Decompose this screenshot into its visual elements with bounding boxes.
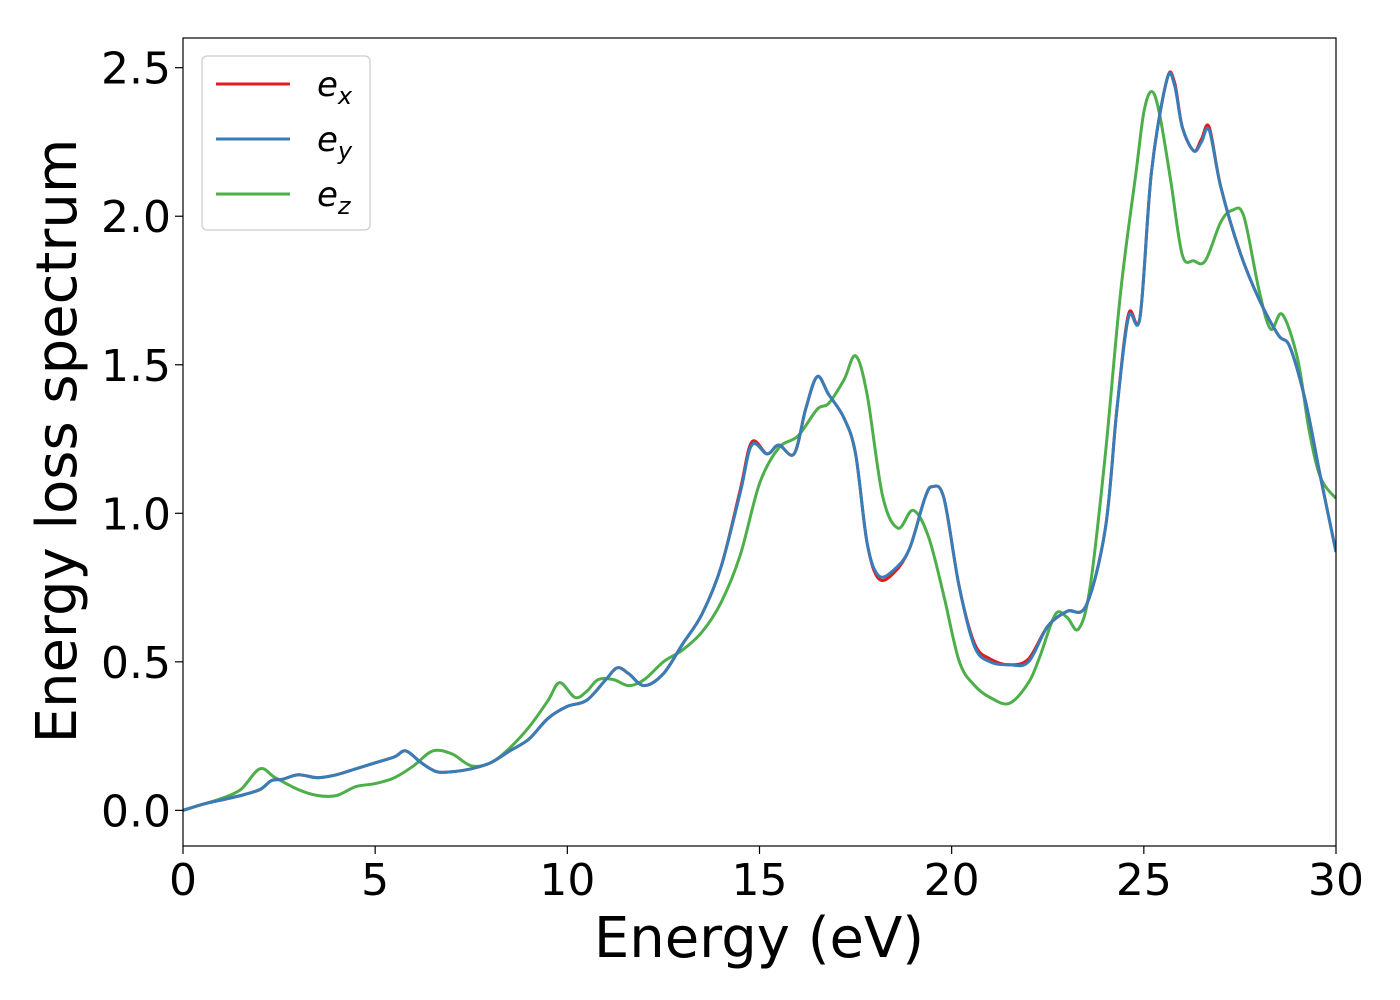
y-tick-label: 1.0 [101,489,171,540]
legend-label-e_z: ez [317,175,352,220]
x-tick-label: 5 [361,855,389,906]
x-tick-label: 30 [1308,855,1364,906]
plot-area [183,70,1336,812]
y-tick-label: 2.0 [101,192,171,243]
x-tick-label: 10 [539,855,595,906]
y-tick-label: 0.0 [101,786,171,837]
legend-label-e_x: ex [317,65,353,110]
x-axis-title: Energy (eV) [594,906,924,971]
y-axis-title: Energy loss spectrum [25,139,90,744]
x-tick-label: 25 [1116,855,1172,906]
y-tick-label: 2.5 [101,44,171,95]
y-tick-label: 0.5 [101,638,171,689]
x-tick-label: 20 [924,855,980,906]
series-line-e_z [183,90,1336,812]
series-line-e_y [183,71,1336,812]
x-tick-label: 15 [732,855,788,906]
axes: 0 5 10 15 20 25 30 0.0 0.5 1.0 1.5 2.0 2.5 [101,37,1364,906]
y-tick-label: 1.5 [101,341,171,392]
legend: ex ey ez [201,55,371,231]
legend-label-e_y: ey [317,120,353,165]
x-tick-label: 0 [169,855,197,906]
legend-box [201,55,371,231]
